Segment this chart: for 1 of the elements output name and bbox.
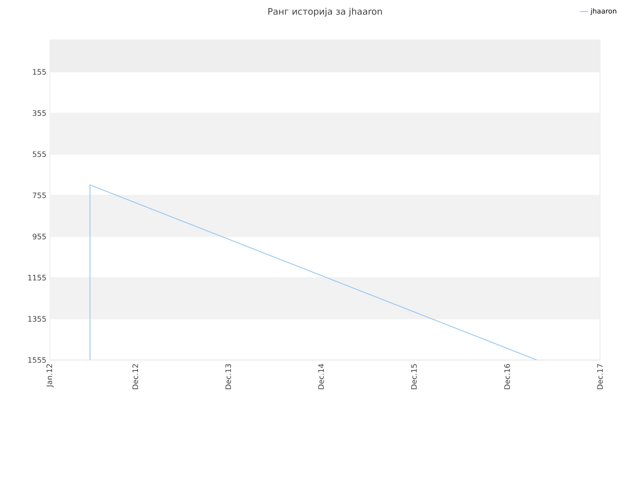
chart-title: Ранг историја за jhaaron <box>268 8 382 16</box>
